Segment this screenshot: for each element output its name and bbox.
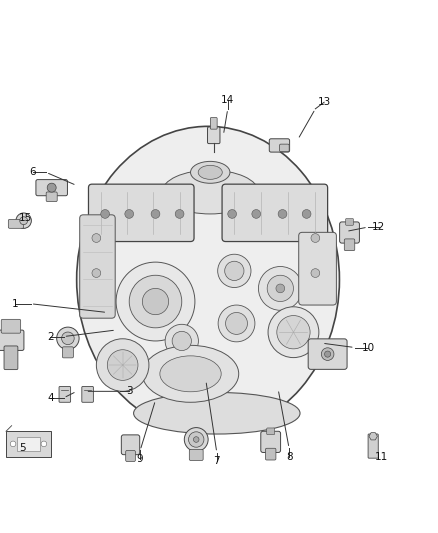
Circle shape (129, 275, 182, 328)
Circle shape (57, 327, 79, 350)
FancyBboxPatch shape (208, 127, 220, 143)
Circle shape (252, 209, 261, 219)
FancyBboxPatch shape (339, 222, 360, 243)
Circle shape (142, 288, 169, 314)
FancyBboxPatch shape (261, 431, 281, 453)
FancyBboxPatch shape (8, 220, 24, 228)
FancyBboxPatch shape (1, 319, 21, 333)
FancyBboxPatch shape (126, 450, 135, 462)
Circle shape (165, 324, 198, 358)
FancyBboxPatch shape (189, 449, 203, 461)
Ellipse shape (198, 165, 222, 179)
Text: 9: 9 (137, 454, 144, 464)
FancyBboxPatch shape (308, 339, 347, 369)
FancyBboxPatch shape (368, 434, 378, 458)
Text: 10: 10 (361, 343, 374, 352)
Circle shape (276, 284, 285, 293)
Circle shape (172, 332, 191, 351)
Text: 3: 3 (126, 386, 133, 397)
FancyBboxPatch shape (36, 180, 67, 196)
Circle shape (62, 332, 74, 345)
Text: 15: 15 (19, 213, 32, 223)
Circle shape (96, 339, 149, 391)
FancyBboxPatch shape (62, 347, 74, 358)
Text: 6: 6 (29, 167, 36, 177)
Text: 5: 5 (19, 443, 26, 453)
Text: 7: 7 (213, 456, 220, 466)
FancyBboxPatch shape (46, 192, 57, 201)
Circle shape (311, 233, 320, 243)
Circle shape (125, 209, 134, 219)
Circle shape (47, 183, 56, 192)
Ellipse shape (162, 170, 258, 214)
FancyBboxPatch shape (80, 215, 115, 318)
FancyBboxPatch shape (269, 139, 290, 152)
Circle shape (194, 437, 199, 442)
Text: 8: 8 (286, 452, 293, 462)
Circle shape (228, 209, 237, 219)
Text: 11: 11 (374, 452, 388, 462)
FancyBboxPatch shape (17, 437, 40, 451)
Circle shape (277, 316, 310, 349)
Circle shape (101, 209, 110, 219)
Circle shape (302, 209, 311, 219)
Circle shape (92, 233, 101, 243)
Text: 2: 2 (47, 332, 54, 342)
FancyBboxPatch shape (82, 386, 93, 402)
Text: 14: 14 (221, 95, 234, 105)
FancyBboxPatch shape (265, 448, 276, 460)
FancyBboxPatch shape (88, 184, 194, 241)
FancyBboxPatch shape (299, 232, 336, 305)
FancyBboxPatch shape (210, 118, 217, 129)
Circle shape (268, 307, 319, 358)
Circle shape (226, 312, 247, 334)
Text: 4: 4 (47, 393, 54, 403)
Circle shape (107, 350, 138, 381)
Ellipse shape (142, 345, 239, 402)
Ellipse shape (134, 392, 300, 434)
Circle shape (175, 209, 184, 219)
Text: 12: 12 (372, 222, 385, 232)
FancyBboxPatch shape (344, 239, 355, 251)
Circle shape (92, 269, 101, 278)
Polygon shape (6, 431, 51, 456)
Circle shape (225, 261, 244, 280)
FancyBboxPatch shape (346, 219, 353, 225)
Circle shape (311, 269, 320, 278)
FancyBboxPatch shape (59, 386, 71, 402)
Circle shape (278, 209, 287, 219)
Circle shape (218, 254, 251, 287)
Circle shape (267, 275, 293, 302)
FancyBboxPatch shape (267, 428, 275, 434)
Ellipse shape (191, 161, 230, 183)
Circle shape (188, 432, 204, 447)
Circle shape (16, 213, 32, 229)
Circle shape (321, 348, 334, 360)
Circle shape (20, 217, 28, 224)
Text: 1: 1 (12, 298, 19, 309)
FancyBboxPatch shape (222, 184, 328, 241)
Ellipse shape (160, 356, 221, 392)
Text: 13: 13 (318, 97, 331, 107)
Circle shape (258, 266, 302, 310)
Circle shape (10, 441, 16, 447)
Polygon shape (369, 433, 378, 440)
FancyBboxPatch shape (0, 330, 24, 350)
FancyBboxPatch shape (121, 435, 140, 455)
Circle shape (41, 441, 47, 447)
FancyBboxPatch shape (4, 346, 18, 369)
Circle shape (325, 351, 331, 357)
Ellipse shape (77, 126, 339, 433)
Circle shape (116, 262, 195, 341)
Circle shape (151, 209, 160, 219)
Circle shape (184, 427, 208, 451)
FancyBboxPatch shape (279, 144, 289, 152)
Circle shape (218, 305, 255, 342)
